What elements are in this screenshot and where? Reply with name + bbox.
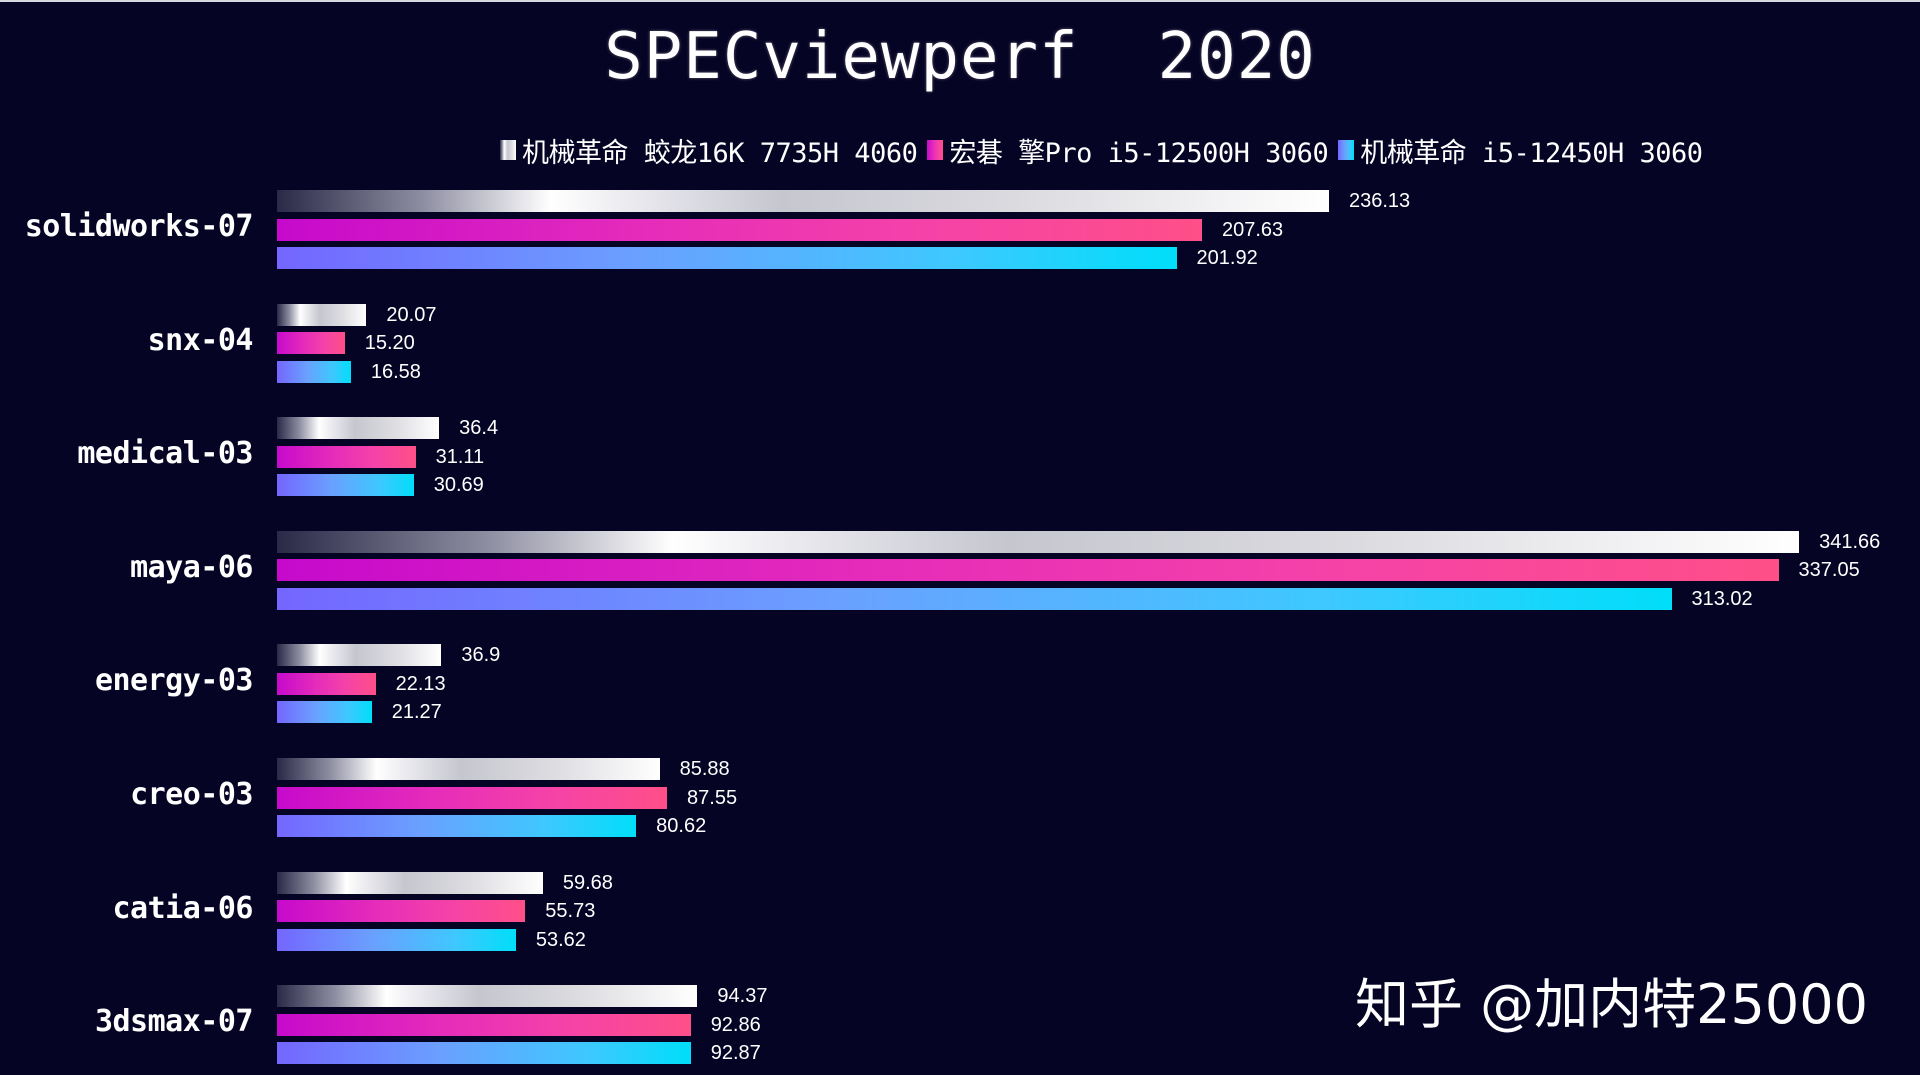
bar-series-3	[277, 474, 414, 497]
data-label: 30.69	[433, 474, 484, 497]
legend-label: 宏碁 擎Pro i5-12500H 3060	[949, 137, 1329, 169]
data-label: 22.13	[395, 672, 446, 695]
data-label: 36.9	[461, 644, 501, 667]
bar-series-2	[277, 445, 416, 468]
data-label: 201.92	[1196, 247, 1258, 269]
bar-series-2	[277, 786, 668, 809]
category-label: medical-03	[77, 436, 253, 472]
legend-swatch-pink	[927, 140, 944, 160]
data-label: 207.63	[1221, 218, 1284, 241]
bar-series-1	[277, 417, 440, 440]
legend-label: 机械革命 i5-12450H 3060	[1360, 137, 1703, 169]
legend-swatch-white	[500, 140, 516, 160]
data-label: 94.37	[717, 985, 768, 1008]
bar-series-2	[277, 559, 1779, 582]
bar-series-2	[277, 1013, 691, 1036]
data-label: 59.68	[562, 871, 613, 894]
category-label: energy-03	[94, 663, 254, 699]
data-label: 15.20	[364, 332, 415, 355]
bar-series-3	[277, 247, 1177, 269]
bar-series-3	[277, 360, 351, 383]
category-label: creo-03	[130, 777, 253, 812]
data-label: 55.73	[545, 900, 596, 923]
category-label: maya-06	[130, 549, 253, 585]
data-label: 36.4	[459, 417, 499, 440]
bar-series-1	[277, 530, 1800, 553]
watermark: 知乎 @加内特25000	[1355, 973, 1868, 1036]
data-label: 31.11	[435, 445, 485, 468]
bar-series-3	[277, 701, 372, 724]
data-label: 87.55	[687, 786, 738, 809]
bar-series-3	[277, 928, 516, 951]
data-label: 80.62	[656, 815, 707, 837]
bar-series-1	[277, 758, 660, 780]
data-label: 236.13	[1348, 190, 1411, 212]
category-label: 3dsmax-07	[94, 1004, 254, 1040]
bar-series-3	[277, 587, 1672, 610]
bar-series-3	[277, 815, 637, 837]
bar-series-1	[277, 190, 1329, 212]
data-label: 85.88	[679, 758, 730, 780]
category-label: catia-06	[112, 890, 254, 926]
bar-series-2	[277, 900, 526, 923]
legend-label: 机械革命 蛟龙16K 7735H 4060	[522, 137, 918, 169]
bar-series-1	[277, 644, 442, 667]
data-label: 16.58	[370, 360, 421, 383]
bar-series-2	[277, 332, 345, 355]
bar-series-2	[277, 672, 376, 695]
legend: 机械革命 蛟龙16K 7735H 4060 宏碁 擎Pro i5-12500H …	[500, 130, 1713, 170]
data-label: 53.62	[535, 928, 586, 951]
bar-series-1	[277, 871, 543, 894]
category-label: snx-04	[147, 322, 254, 358]
chart-title: SPECviewperf 2020	[604, 20, 1316, 94]
bar-series-2	[277, 218, 1202, 241]
data-label: 21.27	[391, 701, 442, 724]
data-label: 92.86	[710, 1013, 761, 1036]
legend-item-series-2: 宏碁 擎Pro i5-12500H 3060	[927, 131, 1329, 170]
bar-series-3	[277, 1042, 691, 1065]
data-label: 92.87	[710, 1042, 761, 1065]
legend-item-series-3: 机械革命 i5-12450H 3060	[1338, 131, 1703, 170]
data-label: 20.07	[386, 303, 437, 326]
data-label: 341.66	[1819, 530, 1881, 553]
data-label: 313.02	[1691, 587, 1753, 610]
data-label: 337.05	[1798, 559, 1860, 582]
bar-series-1	[277, 985, 698, 1008]
category-label: solidworks-07	[24, 209, 254, 244]
bar-series-1	[277, 303, 367, 326]
legend-swatch-blue	[1338, 140, 1355, 160]
legend-item-series-1: 机械革命 蛟龙16K 7735H 4060	[500, 131, 918, 170]
